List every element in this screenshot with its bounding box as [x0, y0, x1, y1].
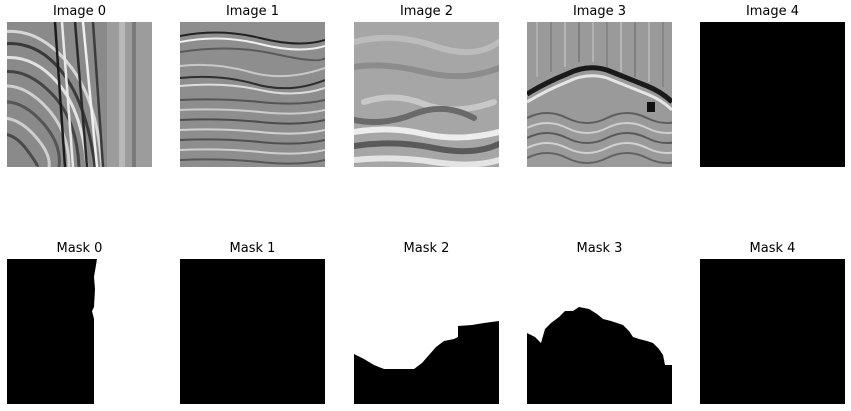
image-title-1: Image 1: [225, 4, 280, 19]
mask-view-2: [354, 259, 499, 404]
image-view-4: [700, 22, 845, 167]
mask-title-0: Mask 0: [56, 241, 103, 256]
mask-title-3: Mask 3: [576, 241, 623, 256]
mask-view-0: [7, 259, 152, 404]
image-title-2: Image 2: [399, 4, 454, 19]
mask-title-2: Mask 2: [403, 241, 450, 256]
image-title-0: Image 0: [52, 4, 107, 19]
mask-view-4: [700, 259, 845, 404]
mask-view-1: [180, 259, 325, 404]
image-view-1: [180, 22, 325, 167]
image-view-3: [527, 22, 672, 167]
mask-title-1: Mask 1: [229, 241, 276, 256]
image-title-4: Image 4: [745, 4, 800, 19]
image-view-2: [354, 22, 499, 167]
image-view-0: [7, 22, 152, 167]
image-title-3: Image 3: [572, 4, 627, 19]
mask-title-4: Mask 4: [749, 241, 796, 256]
mask-view-3: [527, 259, 672, 404]
